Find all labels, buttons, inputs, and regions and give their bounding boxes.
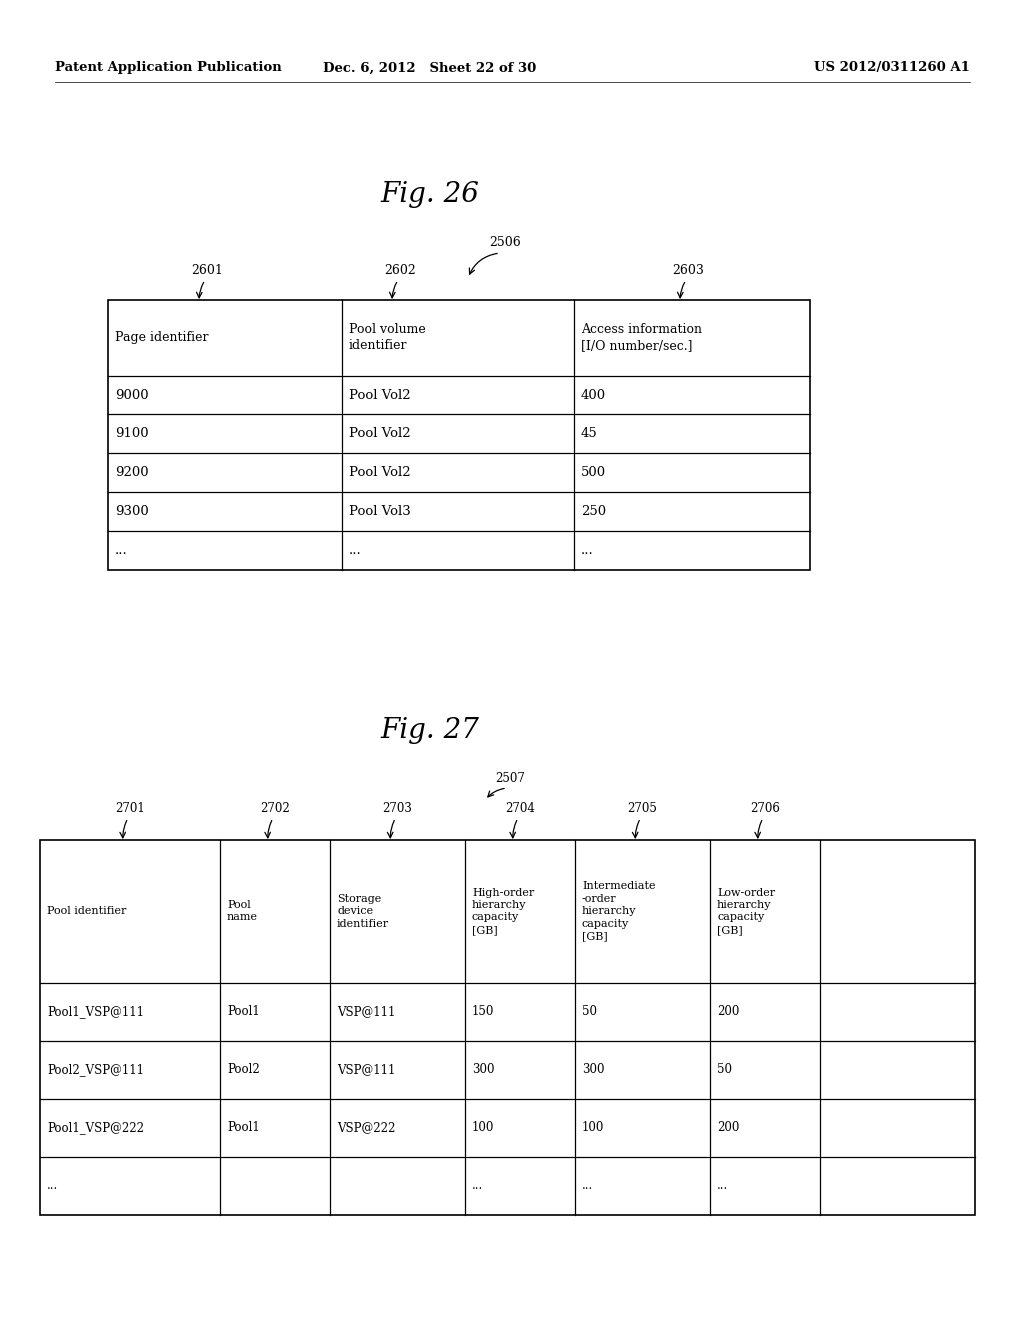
- Text: Storage
device
identifier: Storage device identifier: [337, 894, 389, 929]
- Text: ...: ...: [115, 544, 128, 557]
- Text: ...: ...: [582, 1180, 593, 1192]
- Text: Pool volume
identifier: Pool volume identifier: [349, 323, 426, 352]
- Text: 9300: 9300: [115, 506, 148, 519]
- Text: ...: ...: [349, 544, 361, 557]
- Text: 2603: 2603: [672, 264, 703, 276]
- Text: Pool1: Pool1: [227, 1005, 260, 1018]
- Text: VSP@111: VSP@111: [337, 1063, 395, 1076]
- Text: 50: 50: [582, 1005, 597, 1018]
- Text: 100: 100: [582, 1121, 604, 1134]
- Text: Dec. 6, 2012   Sheet 22 of 30: Dec. 6, 2012 Sheet 22 of 30: [324, 62, 537, 74]
- Text: 500: 500: [581, 466, 606, 479]
- Text: 2706: 2706: [750, 801, 780, 814]
- Text: Pool identifier: Pool identifier: [47, 907, 126, 916]
- Text: 200: 200: [717, 1121, 739, 1134]
- Text: 9100: 9100: [115, 428, 148, 441]
- Text: 2703: 2703: [383, 801, 413, 814]
- Bar: [40, 840, 975, 1214]
- Text: 150: 150: [472, 1005, 495, 1018]
- Text: Patent Application Publication: Patent Application Publication: [55, 62, 282, 74]
- Text: VSP@222: VSP@222: [337, 1121, 395, 1134]
- Text: Pool Vol2: Pool Vol2: [349, 428, 411, 441]
- Text: 250: 250: [581, 506, 606, 519]
- Text: Pool Vol2: Pool Vol2: [349, 388, 411, 401]
- Text: Page identifier: Page identifier: [115, 331, 209, 345]
- Text: Fig. 26: Fig. 26: [381, 181, 479, 209]
- Text: 2507: 2507: [495, 771, 525, 784]
- Text: 9000: 9000: [115, 388, 148, 401]
- Text: Pool Vol2: Pool Vol2: [349, 466, 411, 479]
- Text: 100: 100: [472, 1121, 495, 1134]
- Text: 400: 400: [581, 388, 606, 401]
- Text: Pool1_VSP@111: Pool1_VSP@111: [47, 1005, 144, 1018]
- Text: 2705: 2705: [628, 801, 657, 814]
- Text: Access information
[I/O number/sec.]: Access information [I/O number/sec.]: [581, 323, 702, 352]
- Text: Pool1_VSP@222: Pool1_VSP@222: [47, 1121, 144, 1134]
- Text: Low-order
hierarchy
capacity
[GB]: Low-order hierarchy capacity [GB]: [717, 887, 775, 935]
- Text: 2701: 2701: [115, 801, 144, 814]
- Text: Fig. 27: Fig. 27: [381, 717, 479, 743]
- Text: Pool Vol3: Pool Vol3: [349, 506, 411, 519]
- Text: 50: 50: [717, 1063, 732, 1076]
- Text: US 2012/0311260 A1: US 2012/0311260 A1: [814, 62, 970, 74]
- Bar: [108, 300, 810, 570]
- Text: ...: ...: [717, 1180, 728, 1192]
- Text: 2704: 2704: [505, 801, 535, 814]
- Text: ...: ...: [581, 544, 594, 557]
- Text: ...: ...: [47, 1180, 58, 1192]
- Text: 2602: 2602: [384, 264, 416, 276]
- Text: Pool2_VSP@111: Pool2_VSP@111: [47, 1063, 144, 1076]
- Text: 300: 300: [472, 1063, 495, 1076]
- Text: Pool2: Pool2: [227, 1063, 260, 1076]
- Text: Pool1: Pool1: [227, 1121, 260, 1134]
- Text: High-order
hierarchy
capacity
[GB]: High-order hierarchy capacity [GB]: [472, 887, 535, 935]
- Text: ...: ...: [472, 1180, 483, 1192]
- Text: 9200: 9200: [115, 466, 148, 479]
- Text: 200: 200: [717, 1005, 739, 1018]
- Text: 2702: 2702: [260, 801, 290, 814]
- Text: 2601: 2601: [191, 264, 223, 276]
- Text: VSP@111: VSP@111: [337, 1005, 395, 1018]
- Text: 2506: 2506: [489, 236, 521, 249]
- Text: 45: 45: [581, 428, 598, 441]
- Text: Intermediate
-order
hierarchy
capacity
[GB]: Intermediate -order hierarchy capacity […: [582, 882, 655, 941]
- Text: Pool
name: Pool name: [227, 900, 258, 923]
- Text: 300: 300: [582, 1063, 604, 1076]
